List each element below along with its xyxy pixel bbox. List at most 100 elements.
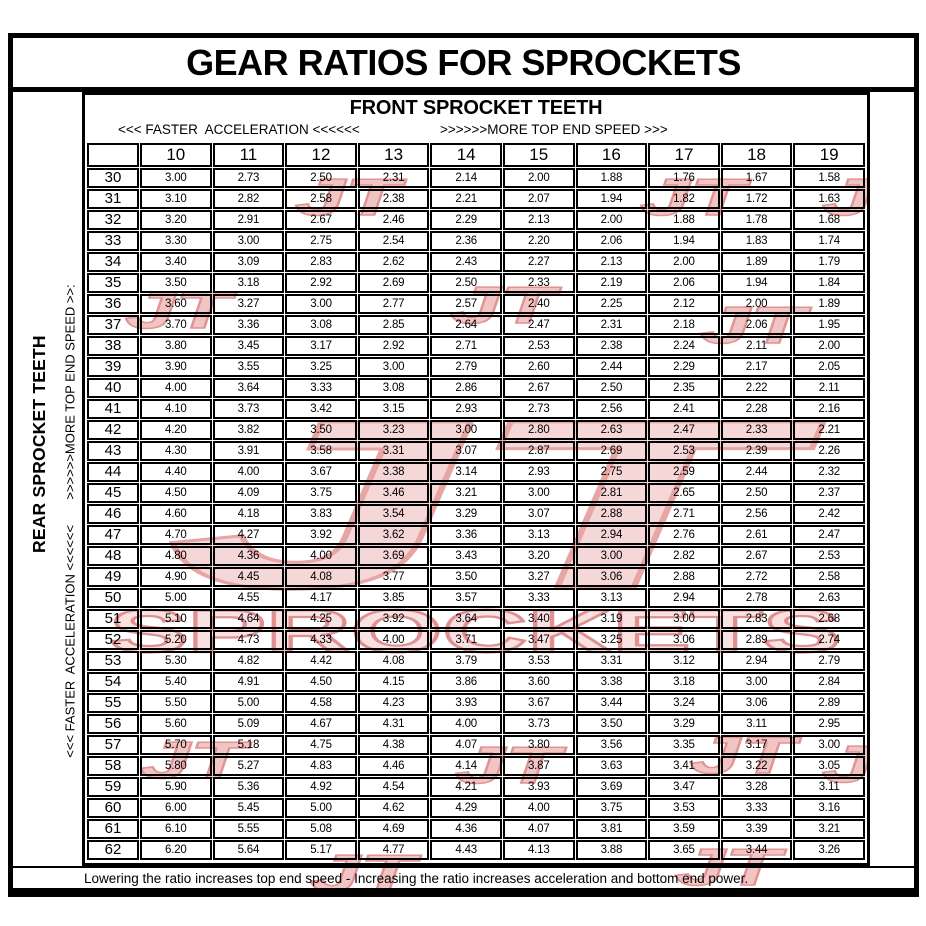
table-row: 35 3.50 3.18 2.92 2.69 2.50 2.33 2.19 2.06 1.94 1.… bbox=[87, 273, 865, 293]
gear-ratio-cell: 2.85 bbox=[357, 315, 430, 335]
gear-ratio-cell: 3.80 bbox=[502, 735, 575, 755]
gear-ratio-cell: 2.21 bbox=[430, 189, 502, 209]
rear-teeth-row-label: 50 bbox=[87, 588, 139, 608]
table-row: 51 5.10 4.64 4.25 3.92 3.64 3.40 3.19 3.00 2.83 2.… bbox=[87, 609, 865, 629]
gear-ratio-cell: 2.53 bbox=[648, 441, 720, 461]
front-teeth-column-header: 12 bbox=[285, 143, 357, 167]
gear-ratio-cell: 3.40 bbox=[502, 609, 575, 629]
gear-ratio-cell: 3.15 bbox=[357, 399, 430, 419]
gear-ratio-cell: 1.88 bbox=[648, 210, 720, 230]
gear-ratio-cell: 3.92 bbox=[285, 525, 357, 545]
rear-teeth-row-label: 53 bbox=[87, 651, 139, 671]
gear-ratio-cell: 2.00 bbox=[720, 294, 793, 314]
gear-ratio-cell: 2.06 bbox=[648, 273, 720, 293]
gear-ratio-cell: 1.94 bbox=[720, 273, 793, 293]
gear-ratio-cell: 2.00 bbox=[502, 168, 575, 188]
gear-ratio-cell: 2.56 bbox=[720, 504, 793, 524]
gear-ratio-cell: 2.42 bbox=[793, 504, 865, 524]
gear-ratio-cell: 4.21 bbox=[430, 777, 502, 797]
gear-ratio-cell: 4.38 bbox=[357, 735, 430, 755]
gear-ratio-cell: 3.08 bbox=[285, 315, 357, 335]
rear-teeth-row-label: 34 bbox=[87, 252, 139, 272]
rear-teeth-row-label: 42 bbox=[87, 420, 139, 440]
gear-ratio-cell: 3.59 bbox=[648, 819, 720, 839]
gear-ratio-cell: 2.91 bbox=[212, 210, 285, 230]
gear-ratio-cell: 3.57 bbox=[430, 588, 502, 608]
gear-ratio-cell: 4.46 bbox=[357, 756, 430, 776]
gear-ratio-cell: 2.88 bbox=[648, 567, 720, 587]
gear-ratio-cell: 3.85 bbox=[357, 588, 430, 608]
gear-ratio-cell: 4.08 bbox=[357, 651, 430, 671]
gear-ratio-cell: 3.12 bbox=[648, 651, 720, 671]
rear-teeth-row-label: 31 bbox=[87, 189, 139, 209]
gear-ratio-cell: 5.18 bbox=[212, 735, 285, 755]
gear-ratio-cell: 2.12 bbox=[648, 294, 720, 314]
gear-ratio-cell: 3.00 bbox=[502, 483, 575, 503]
gear-ratio-cell: 3.08 bbox=[357, 378, 430, 398]
rear-teeth-row-label: 58 bbox=[87, 756, 139, 776]
front-teeth-column-header: 13 bbox=[357, 143, 430, 167]
gear-ratio-cell: 3.23 bbox=[357, 420, 430, 440]
gear-ratio-cell: 4.29 bbox=[430, 798, 502, 818]
gear-ratio-cell: 3.35 bbox=[648, 735, 720, 755]
gear-ratio-table: 10 11 12 13 14 15 16 17 18 19 30 3.00 2.73 2.50 2.31 2.… bbox=[86, 142, 866, 861]
gear-ratio-cell: 2.50 bbox=[285, 168, 357, 188]
gear-ratio-cell: 2.61 bbox=[720, 525, 793, 545]
gear-ratio-cell: 2.77 bbox=[357, 294, 430, 314]
rear-teeth-row-label: 54 bbox=[87, 672, 139, 692]
gear-ratio-cell: 3.82 bbox=[212, 420, 285, 440]
gear-ratio-cell: 3.60 bbox=[502, 672, 575, 692]
gear-ratio-cell: 4.31 bbox=[357, 714, 430, 734]
gear-ratio-cell: 3.29 bbox=[648, 714, 720, 734]
rear-teeth-row-label: 60 bbox=[87, 798, 139, 818]
gear-ratio-cell: 3.53 bbox=[502, 651, 575, 671]
gear-ratio-cell: 2.79 bbox=[430, 357, 502, 377]
gear-ratio-cell: 2.71 bbox=[430, 336, 502, 356]
rear-teeth-row-label: 56 bbox=[87, 714, 139, 734]
gear-ratio-cell: 2.89 bbox=[793, 693, 865, 713]
gear-ratio-cell: 4.00 bbox=[357, 630, 430, 650]
gear-ratio-cell: 3.54 bbox=[357, 504, 430, 524]
rear-teeth-row-label: 36 bbox=[87, 294, 139, 314]
gear-ratio-cell: 2.84 bbox=[793, 672, 865, 692]
footer-note-bar: Lowering the ratio increases top end spe… bbox=[13, 866, 914, 888]
gear-ratio-cell: 4.83 bbox=[285, 756, 357, 776]
gear-ratio-cell: 2.69 bbox=[575, 441, 648, 461]
rear-teeth-row-label: 61 bbox=[87, 819, 139, 839]
gear-ratio-cell: 3.00 bbox=[720, 672, 793, 692]
gear-ratio-cell: 3.20 bbox=[502, 546, 575, 566]
rear-teeth-row-label: 47 bbox=[87, 525, 139, 545]
gear-ratio-cell: 4.50 bbox=[140, 483, 212, 503]
gear-ratio-cell: 5.20 bbox=[140, 630, 212, 650]
gear-ratio-cell: 2.94 bbox=[575, 525, 648, 545]
rear-sprocket-teeth-label: REAR SPROCKET TEETH bbox=[29, 335, 49, 553]
gear-ratio-cell: 3.14 bbox=[430, 462, 502, 482]
gear-ratio-cell: 3.21 bbox=[793, 819, 865, 839]
gear-ratio-cell: 3.69 bbox=[575, 777, 648, 797]
gear-ratio-cell: 3.62 bbox=[357, 525, 430, 545]
gear-ratio-cell: 3.28 bbox=[720, 777, 793, 797]
gear-ratio-cell: 3.88 bbox=[575, 840, 648, 860]
gear-ratio-cell: 3.81 bbox=[575, 819, 648, 839]
gear-ratio-cell: 4.33 bbox=[285, 630, 357, 650]
gear-ratio-cell: 3.18 bbox=[648, 672, 720, 692]
gear-ratio-cell: 2.73 bbox=[212, 168, 285, 188]
gear-ratio-cell: 2.58 bbox=[793, 567, 865, 587]
rear-teeth-row-label: 48 bbox=[87, 546, 139, 566]
gear-ratio-cell: 6.20 bbox=[140, 840, 212, 860]
gear-ratio-cell: 3.41 bbox=[648, 756, 720, 776]
gear-ratio-cell: 5.60 bbox=[140, 714, 212, 734]
front-teeth-column-header: 15 bbox=[502, 143, 575, 167]
gear-ratio-cell: 2.16 bbox=[793, 399, 865, 419]
gear-ratio-cell: 3.65 bbox=[648, 840, 720, 860]
table-row: 54 5.40 4.91 4.50 4.15 3.86 3.60 3.38 3.18 3.00 2.… bbox=[87, 672, 865, 692]
gear-ratio-cell: 1.72 bbox=[720, 189, 793, 209]
gear-ratio-cell: 3.33 bbox=[502, 588, 575, 608]
gear-ratio-cell: 3.50 bbox=[285, 420, 357, 440]
gear-ratio-cell: 1.95 bbox=[793, 315, 865, 335]
gear-ratio-cell: 1.84 bbox=[793, 273, 865, 293]
gear-ratio-cell: 3.00 bbox=[648, 609, 720, 629]
gear-ratio-cell: 2.75 bbox=[575, 462, 648, 482]
gear-ratio-cell: 4.13 bbox=[502, 840, 575, 860]
gear-ratio-cell: 4.09 bbox=[212, 483, 285, 503]
